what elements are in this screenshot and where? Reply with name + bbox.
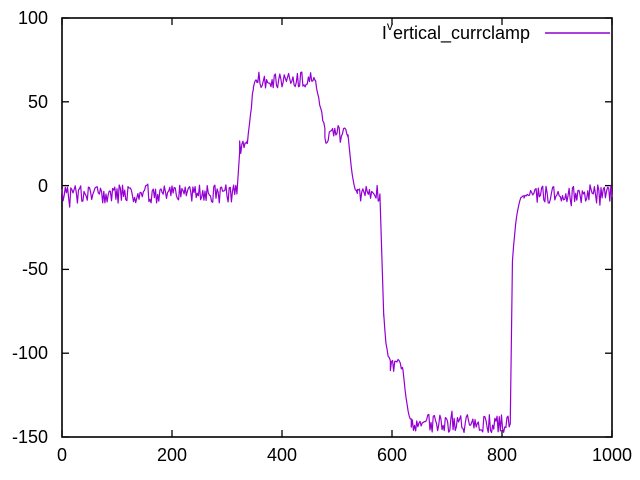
x-tick-label: 600 (376, 445, 408, 465)
x-tick-label: 400 (266, 445, 298, 465)
legend-label-base: I (381, 23, 387, 43)
x-tick-label: 1000 (591, 445, 633, 465)
legend-label-superscript: v (386, 19, 393, 34)
y-tick-label: -150 (11, 427, 48, 447)
y-tick-label: -100 (11, 343, 48, 364)
plot-border (61, 17, 613, 438)
x-tick-label: 200 (156, 445, 188, 465)
y-tick-label: 100 (17, 8, 48, 28)
y-tick-label: 50 (27, 91, 48, 112)
y-tick-label: 0 (37, 175, 48, 196)
x-tick-label: 800 (486, 445, 518, 465)
legend-label-rest: ertical_currclamp (392, 23, 530, 43)
y-tick-label: -50 (21, 259, 48, 280)
series-line (61, 71, 613, 434)
legend: Ivertical_currclamp (381, 20, 530, 43)
legend-series-label: Ivertical_currclamp (381, 20, 530, 43)
x-tick-label: 0 (56, 445, 68, 465)
